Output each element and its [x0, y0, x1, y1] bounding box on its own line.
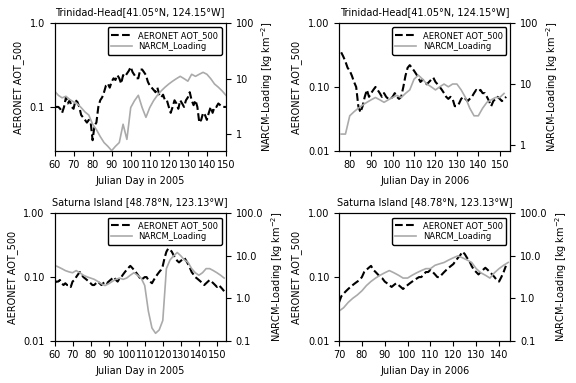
Y-axis label: NARCM-Loading [kg km$^{-2}$]: NARCM-Loading [kg km$^{-2}$]: [544, 22, 560, 152]
Y-axis label: AERONET AOT_500: AERONET AOT_500: [7, 231, 18, 324]
Title: Saturna Island [48.78°N, 123.13°W]: Saturna Island [48.78°N, 123.13°W]: [52, 197, 228, 207]
Y-axis label: NARCM-Loading [kg km$^{-2}$]: NARCM-Loading [kg km$^{-2}$]: [260, 22, 275, 152]
Legend: AERONET AOT_500, NARCM_Loading: AERONET AOT_500, NARCM_Loading: [108, 218, 222, 245]
Legend: AERONET AOT_500, NARCM_Loading: AERONET AOT_500, NARCM_Loading: [392, 28, 506, 55]
Legend: AERONET AOT_500, NARCM_Loading: AERONET AOT_500, NARCM_Loading: [108, 28, 222, 55]
X-axis label: Julian Day in 2006: Julian Day in 2006: [380, 366, 469, 376]
Title: Trinidad-Head[41.05°N, 124.15°W]: Trinidad-Head[41.05°N, 124.15°W]: [55, 7, 225, 17]
Y-axis label: NARCM-Loading [kg km$^{-2}$]: NARCM-Loading [kg km$^{-2}$]: [554, 212, 569, 342]
X-axis label: Julian Day in 2005: Julian Day in 2005: [96, 176, 185, 186]
Y-axis label: AERONET AOT_500: AERONET AOT_500: [13, 41, 24, 134]
Y-axis label: NARCM-Loading [kg km$^{-2}$]: NARCM-Loading [kg km$^{-2}$]: [269, 212, 285, 342]
Y-axis label: AERONET AOT_500: AERONET AOT_500: [291, 231, 302, 324]
Y-axis label: AERONET AOT_500: AERONET AOT_500: [291, 41, 302, 134]
Title: Trinidad-Head[41.05°N, 124.15°W]: Trinidad-Head[41.05°N, 124.15°W]: [340, 7, 510, 17]
X-axis label: Julian Day in 2006: Julian Day in 2006: [380, 176, 469, 186]
X-axis label: Julian Day in 2005: Julian Day in 2005: [96, 366, 185, 376]
Legend: AERONET AOT_500, NARCM_Loading: AERONET AOT_500, NARCM_Loading: [392, 218, 506, 245]
Title: Saturna Island [48.78°N, 123.13°W]: Saturna Island [48.78°N, 123.13°W]: [337, 197, 513, 207]
